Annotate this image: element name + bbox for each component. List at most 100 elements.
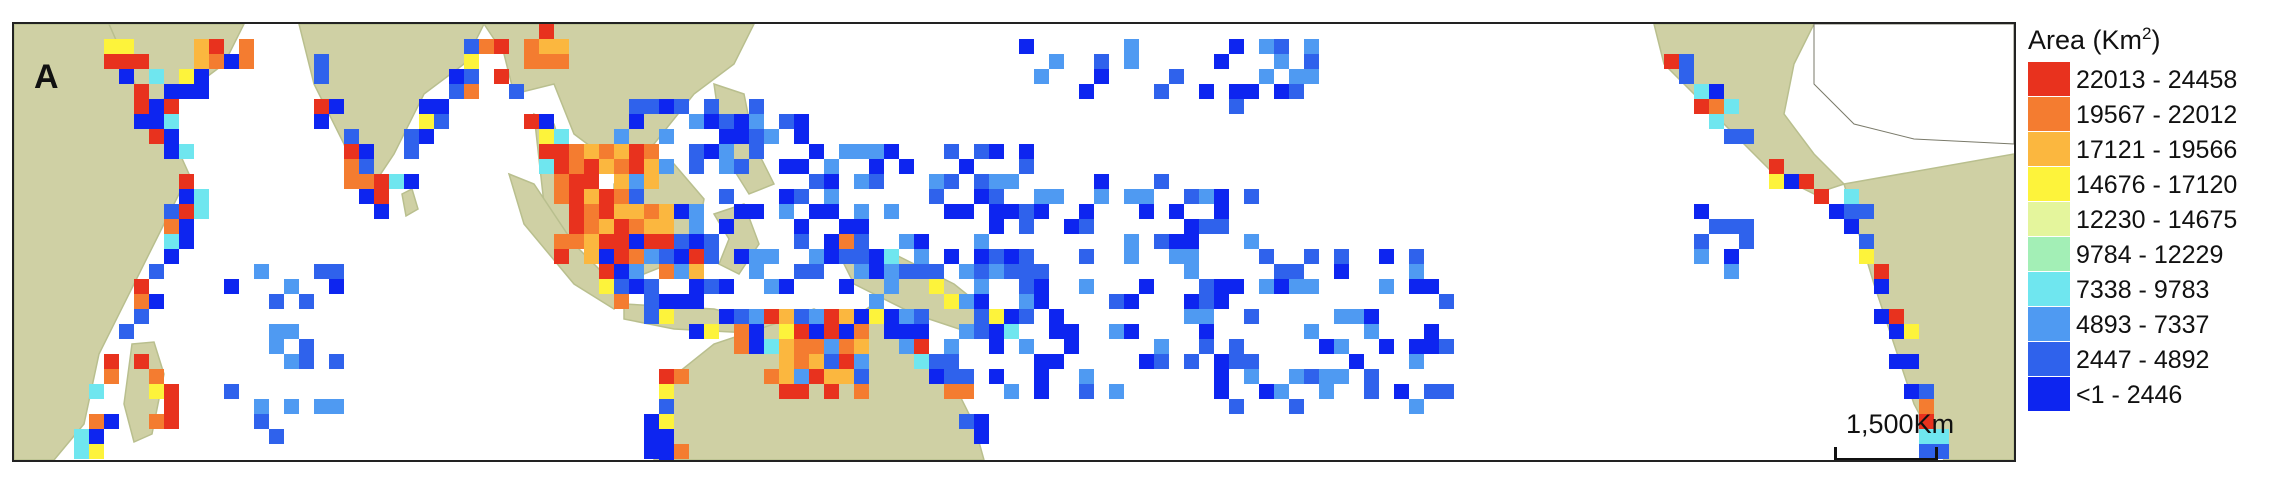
grid-cell <box>1829 204 1844 219</box>
grid-cell <box>539 129 554 144</box>
grid-cell <box>1379 249 1394 264</box>
grid-cell <box>344 159 359 174</box>
grid-cell <box>1724 264 1739 279</box>
grid-cell <box>1259 384 1274 399</box>
grid-cell <box>494 39 509 54</box>
grid-cell <box>104 39 119 54</box>
grid-cell <box>134 279 149 294</box>
legend-swatch <box>2028 132 2070 166</box>
grid-cell <box>869 309 884 324</box>
grid-cell <box>1214 189 1229 204</box>
grid-cell <box>779 159 794 174</box>
grid-cell <box>1109 294 1124 309</box>
grid-cell <box>1304 249 1319 264</box>
grid-cell <box>524 39 539 54</box>
grid-cell <box>644 99 659 114</box>
grid-cell <box>1289 69 1304 84</box>
grid-cell <box>359 189 374 204</box>
grid-cell <box>404 144 419 159</box>
grid-cell <box>824 324 839 339</box>
grid-cell <box>299 294 314 309</box>
grid-cell <box>1229 399 1244 414</box>
grid-cell <box>734 309 749 324</box>
grid-cell <box>1124 324 1139 339</box>
grid-cell <box>839 369 854 384</box>
grid-cell <box>1139 204 1154 219</box>
grid-cell <box>809 264 824 279</box>
grid-cell <box>1034 204 1049 219</box>
legend-swatch <box>2028 237 2070 271</box>
grid-cell <box>614 234 629 249</box>
grid-cell <box>854 174 869 189</box>
grid-cell <box>1034 294 1049 309</box>
grid-cell <box>629 279 644 294</box>
grid-cell <box>1139 189 1154 204</box>
grid-cell <box>1019 279 1034 294</box>
grid-cell <box>809 204 824 219</box>
grid-cell <box>989 174 1004 189</box>
legend-item: 14676 - 17120 <box>2024 167 2286 202</box>
grid-cell <box>224 279 239 294</box>
grid-cell <box>779 324 794 339</box>
grid-cell <box>644 159 659 174</box>
legend-item: 7338 - 9783 <box>2024 272 2286 307</box>
grid-cell <box>74 429 89 444</box>
grid-cell <box>1214 219 1229 234</box>
grid-cell <box>554 39 569 54</box>
grid-cell <box>974 294 989 309</box>
grid-cell <box>704 114 719 129</box>
grid-cell <box>134 114 149 129</box>
grid-cell <box>794 369 809 384</box>
grid-cell <box>1004 174 1019 189</box>
grid-cell <box>1694 249 1709 264</box>
grid-cell <box>164 144 179 159</box>
grid-cell <box>824 339 839 354</box>
grid-cell <box>524 114 539 129</box>
grid-cell <box>854 369 869 384</box>
grid-cell <box>149 384 164 399</box>
grid-cell <box>1364 384 1379 399</box>
grid-cell <box>1079 279 1094 294</box>
grid-cell <box>1319 384 1334 399</box>
grid-cell <box>1304 369 1319 384</box>
grid-cell <box>539 114 554 129</box>
grid-cell <box>944 294 959 309</box>
grid-cell <box>1199 219 1214 234</box>
grid-cell <box>464 39 479 54</box>
grid-cell <box>584 144 599 159</box>
grid-cell <box>554 249 569 264</box>
grid-cell <box>659 294 674 309</box>
grid-cell <box>599 219 614 234</box>
grid-cell <box>1274 84 1289 99</box>
grid-cell <box>1019 159 1034 174</box>
grid-cell <box>839 324 854 339</box>
grid-cell <box>1004 324 1019 339</box>
grid-cell <box>1694 234 1709 249</box>
grid-cell <box>929 174 944 189</box>
grid-cell <box>764 129 779 144</box>
grid-cell <box>164 384 179 399</box>
grid-cell <box>1199 309 1214 324</box>
grid-cell <box>869 294 884 309</box>
grid-cell <box>704 324 719 339</box>
grid-cell <box>434 99 449 114</box>
legend-item: 9784 - 12229 <box>2024 237 2286 272</box>
grid-cell <box>1334 339 1349 354</box>
grid-cell <box>974 174 989 189</box>
grid-cell <box>719 219 734 234</box>
grid-cell <box>194 39 209 54</box>
grid-cell <box>674 444 689 459</box>
grid-cell <box>599 189 614 204</box>
grid-cell <box>869 144 884 159</box>
grid-cell <box>1304 54 1319 69</box>
grid-cell <box>719 189 734 204</box>
grid-cell <box>74 444 89 459</box>
grid-cell <box>1274 39 1289 54</box>
grid-cell <box>1904 384 1919 399</box>
grid-cell <box>1034 384 1049 399</box>
grid-cell <box>149 294 164 309</box>
grid-cell <box>569 144 584 159</box>
grid-cell <box>269 294 284 309</box>
grid-cell <box>374 189 389 204</box>
grid-cell <box>809 309 824 324</box>
